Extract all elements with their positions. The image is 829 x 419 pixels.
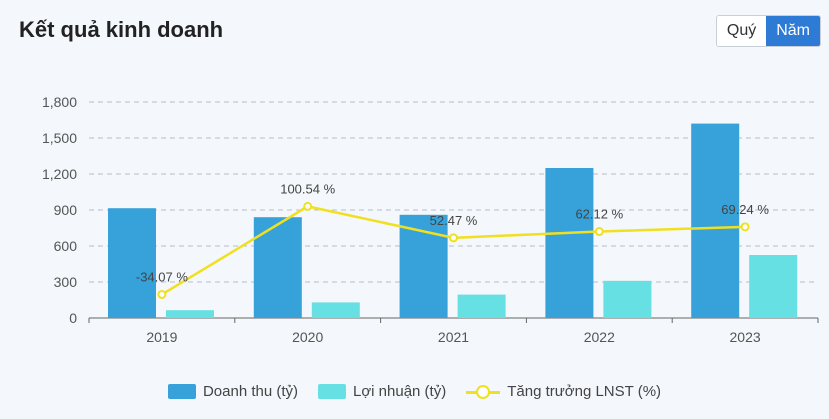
growth-data-label: 52.47 % [430,213,478,228]
growth-point [594,227,604,237]
y-tick-label: 600 [54,238,78,254]
bar-profit [166,310,214,318]
y-tick-label: 900 [54,202,78,218]
legend-growth[interactable]: Tăng trưởng LNST (%) [466,383,661,400]
period-toggle: Quý Năm [715,15,821,47]
chart-legend: Doanh thu (tỷ) Lợi nhuận (tỷ) Tăng trưởn… [0,383,829,400]
legend-profit[interactable]: Lợi nhuận (tỷ) [318,383,446,400]
bar-revenue [253,217,302,318]
x-tick-label: 2023 [730,329,761,345]
legend-revenue-label: Doanh thu (tỷ) [202,383,298,400]
bar-profit [749,255,798,318]
legend-growth-label: Tăng trưởng LNST (%) [507,383,662,400]
bar-revenue [691,123,740,318]
growth-data-label: 62.12 % [575,207,623,222]
x-tick-label: 2021 [438,329,469,345]
legend-revenue[interactable]: Doanh thu (tỷ) [167,383,298,400]
y-tick-label: 0 [69,310,77,326]
bar-profit [311,302,360,318]
growth-data-label: 100.54 % [280,181,335,196]
bar-profit [603,280,652,318]
bar-revenue [108,208,156,318]
x-tick-label: 2022 [584,329,615,345]
growth-point [449,233,458,243]
bar-profit [457,294,506,318]
x-tick-label: 2020 [292,329,323,345]
y-tick-label: 1,800 [42,94,77,110]
toggle-year-button[interactable]: Năm [766,16,820,46]
business-results-chart: 0 300 600 900 1,200 1,500 1,800 2019 2020 2021 202… [42,94,819,345]
x-tick-label: 2019 [146,329,177,345]
y-tick-label: 1,200 [42,166,77,182]
bar-revenue [545,168,594,318]
growth-point [157,289,167,299]
toggle-quarter-button[interactable]: Quý [716,16,767,46]
y-tick-label: 300 [54,274,78,290]
legend-profit-swatch [318,384,346,399]
legend-profit-label: Lợi nhuận (tỷ) [353,383,447,400]
growth-point [303,201,313,211]
growth-point [740,222,750,232]
legend-growth-swatch [466,384,501,400]
page-title: Kết quả kinh doanh [19,17,224,42]
y-tick-label: 1,500 [42,130,77,146]
growth-data-label: -34.07 % [136,269,188,284]
growth-data-label: 69.24 % [721,202,769,217]
legend-revenue-swatch [167,384,196,399]
